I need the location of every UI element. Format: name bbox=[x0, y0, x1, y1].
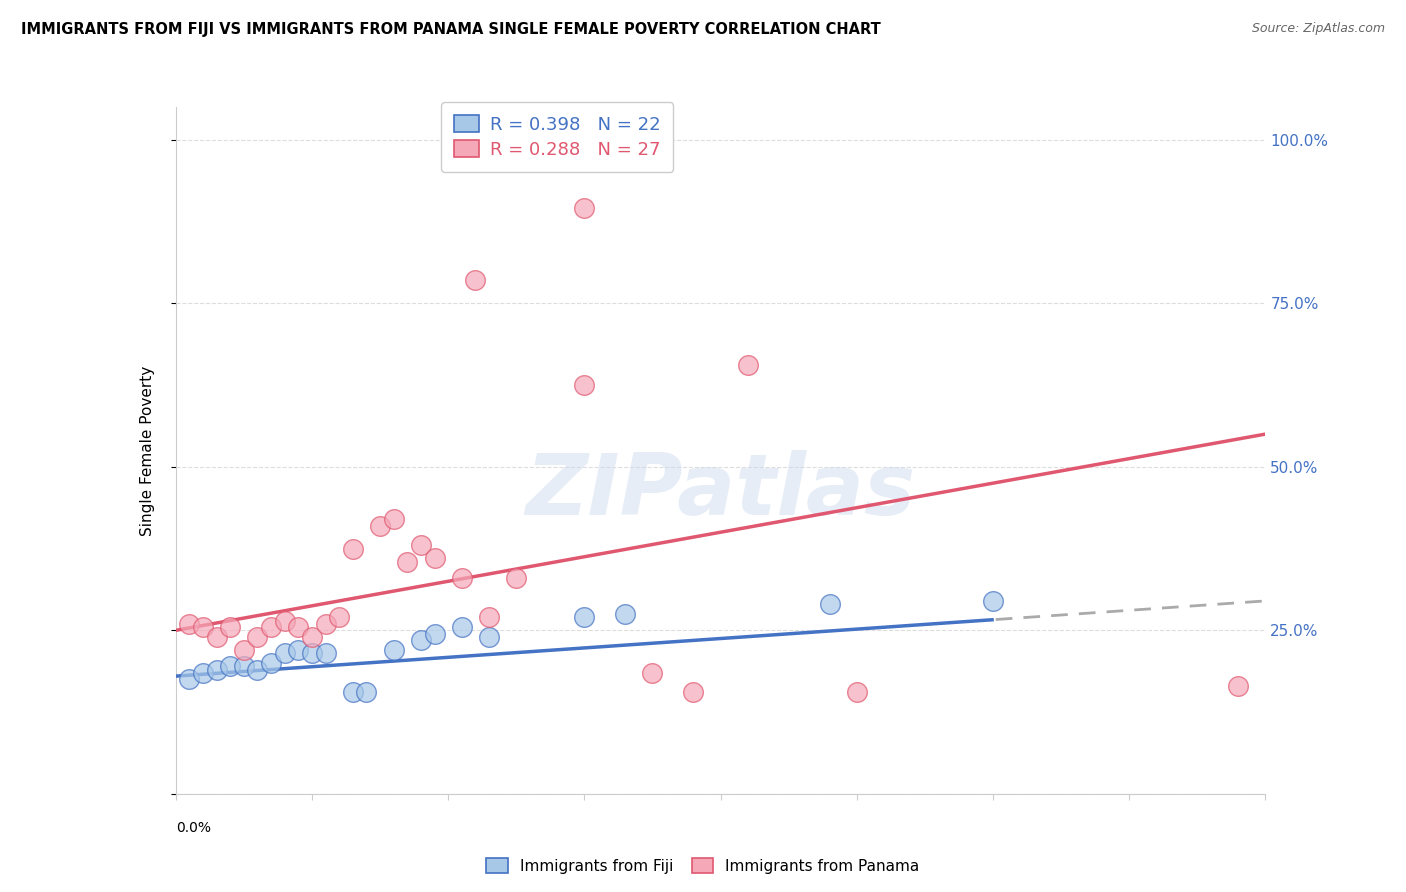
Point bbox=[205, 630, 228, 644]
Point bbox=[368, 518, 391, 533]
Point bbox=[219, 620, 242, 634]
Point bbox=[260, 620, 283, 634]
Point bbox=[737, 359, 759, 373]
Point bbox=[478, 630, 501, 644]
Point bbox=[845, 685, 868, 699]
Point bbox=[260, 656, 283, 670]
Text: IMMIGRANTS FROM FIJI VS IMMIGRANTS FROM PANAMA SINGLE FEMALE POVERTY CORRELATION: IMMIGRANTS FROM FIJI VS IMMIGRANTS FROM … bbox=[21, 22, 880, 37]
Point bbox=[505, 571, 527, 585]
Point bbox=[423, 626, 446, 640]
Point bbox=[382, 512, 405, 526]
Point bbox=[450, 571, 472, 585]
Point bbox=[574, 610, 596, 624]
Point bbox=[179, 616, 201, 631]
Point bbox=[478, 610, 501, 624]
Point bbox=[464, 273, 486, 287]
Point bbox=[382, 643, 405, 657]
Point bbox=[641, 665, 664, 680]
Point bbox=[301, 646, 323, 660]
Point bbox=[232, 643, 254, 657]
Point bbox=[274, 646, 297, 660]
Point bbox=[574, 378, 596, 392]
Point bbox=[191, 665, 214, 680]
Point bbox=[219, 659, 242, 673]
Point bbox=[342, 541, 364, 556]
Point bbox=[315, 646, 337, 660]
Legend: Immigrants from Fiji, Immigrants from Panama: Immigrants from Fiji, Immigrants from Pa… bbox=[481, 852, 925, 880]
Point bbox=[301, 630, 323, 644]
Legend: R = 0.398   N = 22, R = 0.288   N = 27: R = 0.398 N = 22, R = 0.288 N = 27 bbox=[441, 103, 673, 171]
Point bbox=[315, 616, 337, 631]
Point bbox=[614, 607, 637, 621]
Point bbox=[274, 614, 297, 628]
Point bbox=[1227, 679, 1250, 693]
Point bbox=[409, 538, 432, 552]
Text: 0.0%: 0.0% bbox=[176, 822, 211, 835]
Point bbox=[328, 610, 350, 624]
Point bbox=[191, 620, 214, 634]
Point bbox=[205, 663, 228, 677]
Point bbox=[179, 673, 201, 687]
Point bbox=[246, 663, 269, 677]
Point bbox=[356, 685, 378, 699]
Point bbox=[246, 630, 269, 644]
Y-axis label: Single Female Poverty: Single Female Poverty bbox=[141, 366, 155, 535]
Point bbox=[574, 202, 596, 216]
Point bbox=[818, 597, 841, 611]
Point bbox=[287, 620, 309, 634]
Point bbox=[232, 659, 254, 673]
Point bbox=[682, 685, 704, 699]
Point bbox=[409, 633, 432, 648]
Point bbox=[981, 594, 1004, 608]
Point bbox=[287, 643, 309, 657]
Point bbox=[450, 620, 472, 634]
Point bbox=[342, 685, 364, 699]
Text: Source: ZipAtlas.com: Source: ZipAtlas.com bbox=[1251, 22, 1385, 36]
Text: ZIPatlas: ZIPatlas bbox=[526, 450, 915, 533]
Point bbox=[423, 551, 446, 566]
Point bbox=[396, 555, 419, 569]
